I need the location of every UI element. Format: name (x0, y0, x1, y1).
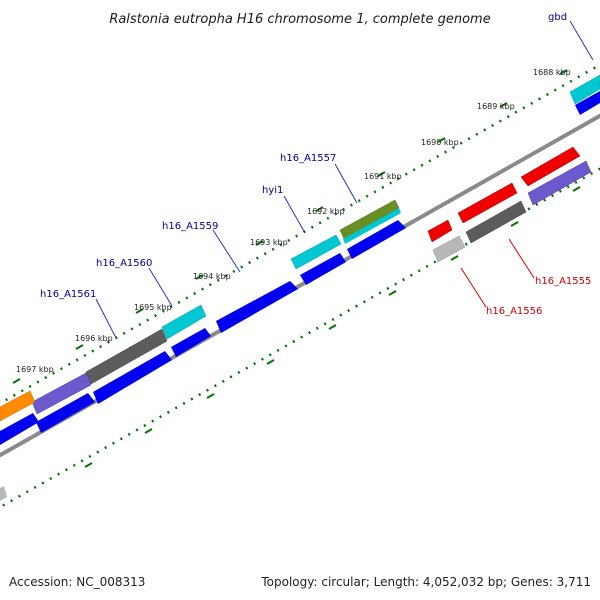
gene-label-gbd[interactable]: gbd (548, 12, 567, 23)
reverse-features (0, 146, 592, 501)
cds-arrow[interactable] (300, 253, 346, 285)
cds-arrow[interactable] (216, 281, 298, 333)
gene-label-h16-a1557[interactable]: h16_A1557 (280, 153, 336, 164)
feature-h16-a1561-upper[interactable] (85, 328, 168, 385)
feature-h16-a1556[interactable] (427, 219, 453, 243)
kbp-label: 1690 kbp (421, 138, 459, 147)
kbp-label: 1689 kbp (477, 102, 515, 111)
forward-cds-row (0, 91, 600, 445)
gene-label-h16-a1560[interactable]: h16_A1560 (96, 258, 152, 269)
feature-gray-reverse[interactable] (465, 200, 527, 244)
feature-h16-a1555[interactable] (457, 182, 518, 224)
cds-arrow[interactable] (0, 413, 39, 445)
feature-lightgray-reverse[interactable] (432, 235, 466, 263)
feature-purple-reverse[interactable] (527, 160, 592, 206)
gene-label-h16-a1555[interactable]: h16_A1555 (535, 276, 591, 287)
cds-arrow[interactable] (93, 351, 172, 404)
kbp-label: 1697 kbp (16, 365, 54, 374)
feature-lightgray-edge[interactable] (0, 486, 7, 501)
feature-h16-a1560-upper[interactable] (161, 304, 207, 340)
kbp-label: 1688 kbp (533, 68, 571, 77)
tick-ring-outer (0, 63, 600, 405)
cds-arrow[interactable] (575, 91, 600, 115)
kbp-label: 1694 kbp (193, 272, 231, 281)
feature-h16-a1557-band (343, 208, 401, 244)
kbp-label: 1693 kbp (250, 238, 288, 247)
gene-label-hyi1[interactable]: hyi1 (262, 185, 283, 196)
cds-arrow[interactable] (36, 393, 95, 433)
feature-gbd-upper[interactable] (569, 74, 600, 105)
feature-hyi1-upper[interactable] (290, 234, 342, 270)
summary-text: Topology: circular; Length: 4,052,032 bp… (260, 575, 591, 589)
gene-label-h16-a1559[interactable]: h16_A1559 (162, 221, 218, 232)
forward-features-upper (0, 74, 600, 422)
feature-purple-upper[interactable] (31, 372, 92, 415)
kbp-label: 1691 kbp (364, 172, 402, 181)
label-leaders-forward (95, 20, 594, 339)
cds-arrow[interactable] (347, 220, 406, 259)
feature-orange-upper[interactable] (0, 390, 36, 422)
label-leaders-reverse (460, 238, 535, 308)
accession-text: Accession: NC_008313 (9, 575, 145, 589)
gene-label-h16-a1556[interactable]: h16_A1556 (486, 306, 542, 317)
gene-label-h16-a1561[interactable]: h16_A1561 (40, 289, 96, 300)
tick-ring-inner (0, 167, 600, 509)
kbp-label: 1695 kbp (134, 303, 172, 312)
kbp-label: 1696 kbp (75, 334, 113, 343)
kbp-label: 1692 kbp (307, 207, 345, 216)
feature-red-reverse[interactable] (520, 146, 581, 187)
map-title: Ralstonia eutropha H16 chromosome 1, com… (109, 12, 490, 27)
genome-backbone (0, 113, 600, 458)
cds-arrow[interactable] (171, 328, 211, 357)
